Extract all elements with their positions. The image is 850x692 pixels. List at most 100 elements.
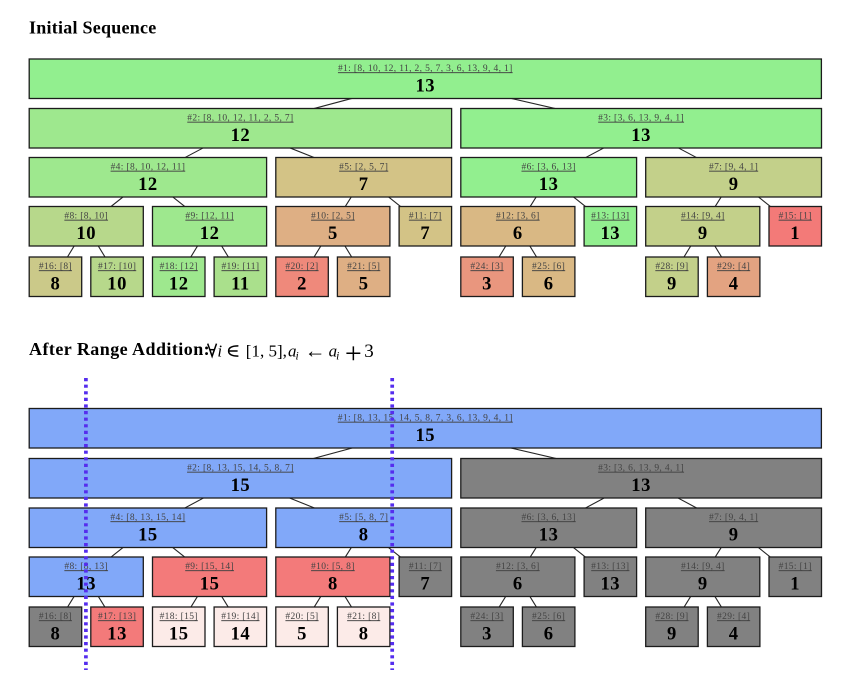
- svg-text:13: 13: [107, 624, 127, 645]
- svg-text:13: 13: [416, 76, 436, 97]
- svg-text:After Range Addition:: After Range Addition:: [29, 339, 210, 359]
- svg-text:#17: [10]: #17: [10]: [98, 262, 136, 272]
- svg-text:#2: [8, 13, 15, 14, 5, 8, 7]: #2: [8, 13, 15, 14, 5, 8, 7]: [187, 464, 294, 474]
- svg-text:#24: [3]: #24: [3]: [470, 612, 503, 622]
- svg-text:1: 1: [790, 574, 800, 595]
- svg-text:#7: [9, 4, 1]: #7: [9, 4, 1]: [709, 513, 758, 523]
- svg-text:#19: [11]: #19: [11]: [221, 262, 259, 272]
- svg-text:←: ←: [305, 339, 326, 363]
- svg-text:9: 9: [698, 574, 708, 595]
- svg-text:9: 9: [729, 525, 739, 546]
- svg-text:6: 6: [544, 624, 554, 645]
- svg-text:9: 9: [729, 174, 739, 195]
- svg-text:13: 13: [539, 174, 559, 195]
- svg-text:9: 9: [667, 274, 677, 295]
- svg-text:8: 8: [359, 525, 369, 546]
- svg-text:15: 15: [231, 475, 251, 496]
- svg-text:4: 4: [729, 274, 739, 295]
- svg-text:#15: [1]: #15: [1]: [779, 562, 812, 572]
- svg-text:#16: [8]: #16: [8]: [39, 612, 72, 622]
- svg-text:10: 10: [76, 223, 96, 244]
- svg-text:#1: [8, 10, 12, 11, 2, 5, 7, 3: #1: [8, 10, 12, 11, 2, 5, 7, 3, 6, 13, 9…: [338, 64, 513, 74]
- svg-text:a: a: [329, 341, 338, 360]
- svg-text:#21: [8]: #21: [8]: [347, 612, 380, 622]
- svg-text:12: 12: [200, 223, 220, 244]
- svg-text:#19: [14]: #19: [14]: [221, 612, 259, 622]
- svg-text:6: 6: [513, 223, 523, 244]
- svg-text:2: 2: [297, 274, 307, 295]
- svg-text:3: 3: [482, 274, 492, 295]
- svg-text:5: 5: [328, 223, 338, 244]
- svg-text:3: 3: [364, 341, 374, 362]
- svg-text:10: 10: [107, 274, 127, 295]
- svg-text:[1, 5],: [1, 5],: [246, 341, 287, 360]
- svg-text:14: 14: [231, 624, 251, 645]
- svg-text:#9: [15, 14]: #9: [15, 14]: [185, 562, 234, 572]
- svg-text:7: 7: [359, 174, 369, 195]
- svg-text:8: 8: [359, 624, 369, 645]
- svg-text:#5: [2, 5, 7]: #5: [2, 5, 7]: [339, 163, 388, 173]
- svg-text:#4: [8, 10, 12, 11]: #4: [8, 10, 12, 11]: [111, 163, 186, 173]
- svg-text:#7: [9, 4, 1]: #7: [9, 4, 1]: [709, 163, 758, 173]
- svg-text:13: 13: [601, 223, 621, 244]
- svg-text:3: 3: [482, 624, 492, 645]
- svg-text:#29: [4]: #29: [4]: [717, 612, 750, 622]
- svg-text:#13: [13]: #13: [13]: [591, 212, 629, 222]
- svg-text:12: 12: [169, 274, 189, 295]
- svg-text:#28: [9]: #28: [9]: [655, 262, 688, 272]
- svg-text:#11: [7]: #11: [7]: [409, 212, 442, 222]
- svg-text:#18: [12]: #18: [12]: [160, 262, 198, 272]
- svg-text:#20: [5]: #20: [5]: [285, 612, 318, 622]
- svg-text:i: i: [217, 341, 222, 360]
- svg-text:15: 15: [138, 525, 158, 546]
- svg-text:5: 5: [297, 624, 307, 645]
- svg-text:6: 6: [544, 274, 554, 295]
- svg-text:#24: [3]: #24: [3]: [470, 262, 503, 272]
- svg-text:#11: [7]: #11: [7]: [409, 562, 442, 572]
- svg-text:#29: [4]: #29: [4]: [717, 262, 750, 272]
- svg-text:9: 9: [667, 624, 677, 645]
- svg-text:8: 8: [51, 624, 61, 645]
- svg-text:#2: [8, 10, 12, 11, 2, 5, 7]: #2: [8, 10, 12, 11, 2, 5, 7]: [187, 114, 293, 124]
- svg-text:#6: [3, 6, 13]: #6: [3, 6, 13]: [521, 513, 575, 523]
- svg-text:#21: [5]: #21: [5]: [347, 262, 380, 272]
- svg-text:#5: [5, 8, 7]: #5: [5, 8, 7]: [339, 513, 388, 523]
- svg-text:13: 13: [539, 525, 559, 546]
- svg-text:#17: [13]: #17: [13]: [98, 612, 136, 622]
- svg-text:15: 15: [169, 624, 189, 645]
- svg-text:#8: [8, 13]: #8: [8, 13]: [64, 562, 108, 572]
- svg-text:15: 15: [416, 425, 436, 446]
- svg-text:#13: [13]: #13: [13]: [591, 562, 629, 572]
- svg-text:7: 7: [420, 574, 430, 595]
- svg-text:#12: [3, 6]: #12: [3, 6]: [496, 212, 540, 222]
- svg-text:#18: [15]: #18: [15]: [160, 612, 198, 622]
- svg-text:#16: [8]: #16: [8]: [39, 262, 72, 272]
- svg-text:#25: [6]: #25: [6]: [532, 612, 565, 622]
- svg-text:9: 9: [698, 223, 708, 244]
- svg-text:#8: [8, 10]: #8: [8, 10]: [64, 212, 108, 222]
- svg-text:1: 1: [790, 223, 800, 244]
- svg-text:13: 13: [631, 125, 651, 146]
- svg-text:#20: [2]: #20: [2]: [285, 262, 318, 272]
- svg-text:#9: [12, 11]: #9: [12, 11]: [185, 212, 233, 222]
- svg-text:#25: [6]: #25: [6]: [532, 262, 565, 272]
- svg-text:#15: [1]: #15: [1]: [779, 212, 812, 222]
- svg-text:4: 4: [729, 624, 739, 645]
- svg-text:7: 7: [420, 223, 430, 244]
- svg-text:8: 8: [51, 274, 61, 295]
- svg-text:Initial Sequence: Initial Sequence: [29, 18, 157, 38]
- svg-text:#6: [3, 6, 13]: #6: [3, 6, 13]: [521, 163, 575, 173]
- svg-text:12: 12: [231, 125, 251, 146]
- svg-text:#10: [5, 8]: #10: [5, 8]: [311, 562, 355, 572]
- svg-text:#3: [3, 6, 13, 9, 4, 1]: #3: [3, 6, 13, 9, 4, 1]: [598, 464, 684, 474]
- svg-text:#3: [3, 6, 13, 9, 4, 1]: #3: [3, 6, 13, 9, 4, 1]: [598, 114, 684, 124]
- svg-text:11: 11: [231, 274, 250, 295]
- svg-text:13: 13: [601, 574, 621, 595]
- svg-text:#28: [9]: #28: [9]: [655, 612, 688, 622]
- svg-text:i: i: [296, 350, 299, 362]
- svg-text:#14: [9, 4]: #14: [9, 4]: [681, 212, 725, 222]
- svg-text:#12: [3, 6]: #12: [3, 6]: [496, 562, 540, 572]
- svg-text:5: 5: [359, 274, 369, 295]
- svg-text:#4: [8, 13, 15, 14]: #4: [8, 13, 15, 14]: [110, 513, 185, 523]
- svg-text:#14: [9, 4]: #14: [9, 4]: [681, 562, 725, 572]
